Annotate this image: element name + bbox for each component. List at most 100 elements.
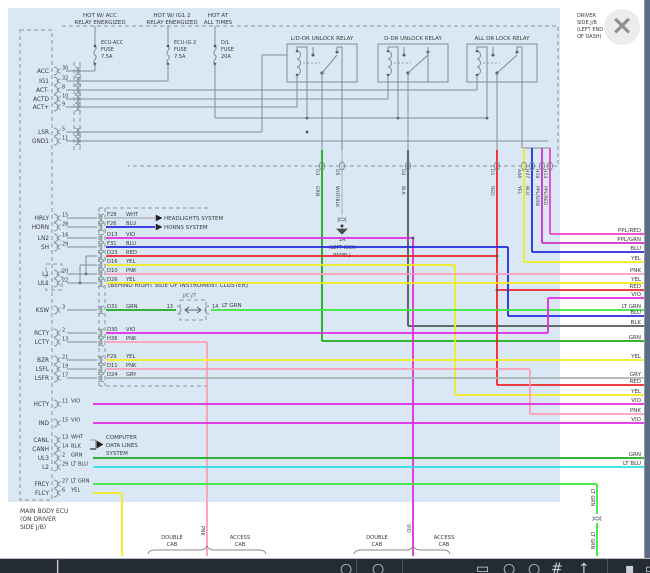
circle-tool-icon[interactable]: ○ [503, 561, 516, 573]
computer-system-line1: COMPUTER [106, 435, 137, 441]
connector-arc [53, 85, 59, 95]
vertical-scrollbar[interactable] [644, 0, 650, 558]
pin-number: 8 [62, 85, 65, 91]
jb-note-line4: OF DASH) [577, 34, 602, 40]
drop-connector [339, 161, 345, 171]
jc-arrow [184, 306, 190, 314]
jb-note-line3: (LEFT END [577, 27, 603, 33]
jc-label: J/C J7 [182, 293, 197, 299]
exit-color-label: GRN [629, 452, 641, 458]
lock-pins-dashed-box [45, 263, 63, 291]
pin-label-KSW: KSW [36, 308, 49, 314]
exit-color-label: PPL/GRN [617, 237, 641, 243]
pin-label-ACT+: ACT+ [33, 105, 49, 111]
drop-connector [529, 161, 535, 171]
headlights-system-label: HEADLIGHTS SYSTEM [164, 216, 223, 222]
switch-arm [321, 54, 338, 74]
exit-color-label: YEL [630, 389, 642, 395]
wire-color-label: PNK [126, 336, 137, 342]
window-icon[interactable]: ▭ [476, 561, 490, 573]
toolbar-divider [607, 559, 608, 573]
exit-color-label: GRY [630, 372, 642, 378]
connector-arc [53, 127, 59, 137]
connector-arc [53, 233, 59, 243]
pin-number: 15 [62, 418, 68, 424]
square-filled-icon[interactable]: ▪ [625, 561, 635, 573]
drop-connector [547, 161, 553, 171]
connector-id: D26 [107, 277, 118, 283]
drop-connector [405, 161, 411, 171]
share-icon[interactable]: ↑ [578, 561, 590, 573]
connector-arc [99, 364, 105, 374]
close-button[interactable]: × [604, 9, 640, 45]
pin-label-LN2: LN2 [38, 236, 50, 242]
pin-arrow [56, 455, 61, 461]
pin-label-LSFL: LSFL [36, 367, 50, 373]
drop-connector [539, 161, 545, 171]
pin-arrow [56, 87, 61, 93]
relay-feed-lead [476, 46, 488, 82]
refresh-icon[interactable]: ○ [528, 561, 541, 573]
pin-number: 3 [62, 305, 65, 311]
connector-arc [53, 66, 59, 76]
pin-arrow [56, 244, 61, 250]
fuse-rating: 20A [221, 54, 231, 60]
pin-label-L1: L1 [42, 272, 49, 278]
toolbar-divider [356, 559, 357, 573]
connector-arc [97, 213, 103, 223]
fuse-name: ECU-IG 2 [174, 40, 196, 46]
pin-number: 13 [62, 337, 68, 343]
connector-arc [53, 373, 59, 383]
wire-color-label: RED [126, 250, 137, 256]
inline-connector [592, 516, 602, 522]
exit-color-label: LT BLU [623, 461, 641, 467]
search-icon[interactable]: ○ [340, 561, 353, 573]
drop-color-label: PPL/GRN [534, 186, 540, 206]
relay-coil [476, 50, 481, 76]
pin-label-FLCY: FLCY [35, 491, 50, 497]
connector-arc [97, 337, 103, 347]
jb-note-line1: DRIVER [577, 13, 596, 19]
square-outline-icon[interactable]: ▭ [645, 562, 650, 573]
jc-pin-13: 13 [167, 304, 173, 310]
pin-number: 2 [62, 328, 65, 334]
wire-color-label: LT BLU [71, 462, 88, 468]
fuse-symbol [166, 45, 170, 65]
pin-number: 17 [62, 373, 68, 379]
exit-color-label: VIO [631, 417, 641, 423]
exit-color-label: BLU [630, 310, 641, 316]
connector-arc [53, 102, 59, 112]
connector-id: F28 [107, 212, 117, 218]
fuse-dot [213, 44, 217, 48]
exit-color-label: BLU [630, 246, 641, 252]
relay-coil [387, 50, 392, 76]
connector-arc [53, 364, 59, 374]
pin-arrow [56, 138, 61, 144]
power-header: RELAY ENERGIZED [146, 20, 197, 26]
relay-label: ALL DR LOCK RELAY [474, 36, 530, 42]
inline-connector [592, 515, 602, 521]
bottom-wire-tag: VIO [405, 524, 411, 533]
pin-arrow [56, 96, 61, 102]
connector-id: D10 [107, 268, 118, 274]
ecu-dashed-box [19, 29, 53, 501]
exit-color-label: LT GRN [621, 304, 641, 310]
person-icon[interactable]: ○ [372, 561, 385, 573]
pin-number: 10 [62, 94, 68, 100]
junction-dot [411, 236, 415, 240]
pin-number: 5 [62, 127, 65, 133]
connector-arc [99, 260, 105, 270]
connector-id: D24 [107, 372, 118, 378]
pin-number: 19 [62, 364, 68, 370]
hash-icon[interactable]: # [551, 561, 563, 573]
cab-brace [353, 544, 451, 555]
wire-color-label: GRN [126, 304, 138, 310]
notification-marker-icon[interactable]: ▏ [57, 561, 68, 573]
pin-arrow [56, 224, 61, 230]
connector-arc [97, 355, 103, 365]
connector-id: F31 [107, 241, 117, 247]
close-icon: × [610, 10, 634, 41]
exit-color-label: YEL [630, 277, 642, 283]
cab-label: DOUBLE [161, 535, 183, 541]
pin-label-HCTY: HCTY [34, 402, 50, 408]
